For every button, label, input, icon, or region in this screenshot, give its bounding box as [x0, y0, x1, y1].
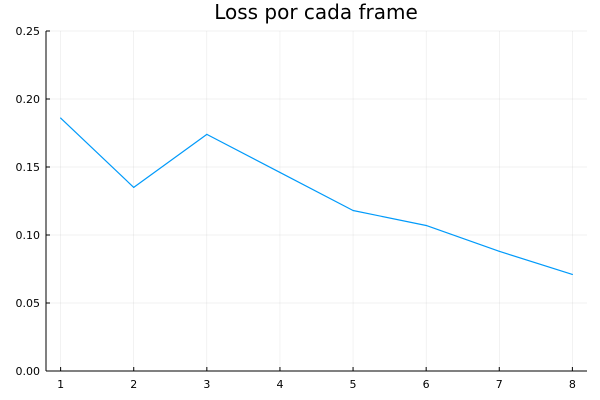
data-point [60, 117, 62, 119]
x-tick-label: 5 [350, 378, 357, 391]
chart-title: Loss por cada frame [214, 0, 418, 24]
data-point [498, 250, 500, 252]
y-tick-label: 0.20 [16, 93, 41, 106]
data-point [571, 273, 573, 276]
x-tick-label: 7 [496, 378, 503, 391]
y-tick-label: 0.15 [16, 161, 41, 174]
grid [46, 30, 587, 372]
y-tick-label: 0.05 [16, 297, 41, 310]
x-tick-label: 2 [130, 378, 137, 391]
data-point [206, 133, 208, 135]
y-tick-label: 0.00 [16, 365, 41, 378]
series [60, 117, 573, 276]
data-point [279, 171, 281, 174]
tick-labels: 1 2 3 4 5 6 7 8 0.00 0.05 0.10 0.15 0.20 0.25 [16, 25, 576, 391]
y-tick-label: 0.10 [16, 229, 41, 242]
data-point [352, 209, 354, 212]
x-tick-label: 6 [423, 378, 430, 391]
x-tick-label: 3 [203, 378, 210, 391]
data-point [133, 186, 135, 188]
x-tick-label: 8 [569, 378, 576, 391]
x-tick-label: 4 [276, 378, 283, 391]
series-line [60, 117, 573, 276]
x-tick-label: 1 [57, 378, 64, 391]
axes [45, 30, 587, 372]
y-tick-label: 0.25 [16, 25, 41, 38]
data-point [425, 224, 427, 227]
